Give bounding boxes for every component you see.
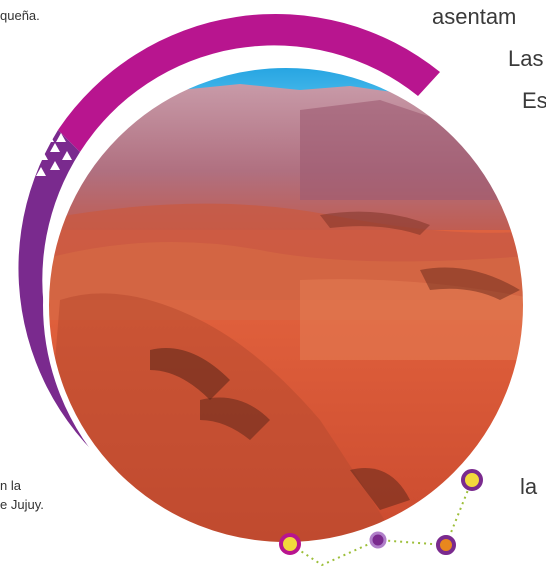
caption-fragment-bottom-2: e Jujuy. xyxy=(0,497,44,512)
body-text-line-3: Es xyxy=(522,88,546,113)
body-text-line-4: la xyxy=(520,474,538,499)
node-yellow-bottom xyxy=(279,533,301,555)
triangle-pattern-icon xyxy=(36,133,72,176)
caption-fragment-bottom-1: n la xyxy=(0,478,21,493)
caption-fragment-top: queña. xyxy=(0,8,40,23)
magenta-arc xyxy=(58,13,440,152)
node-purple xyxy=(369,531,387,549)
body-text-line-1: asentam xyxy=(432,4,517,29)
body-text-line-2: Las xyxy=(508,46,544,71)
node-orange xyxy=(436,535,456,555)
node-yellow-right xyxy=(461,469,483,491)
